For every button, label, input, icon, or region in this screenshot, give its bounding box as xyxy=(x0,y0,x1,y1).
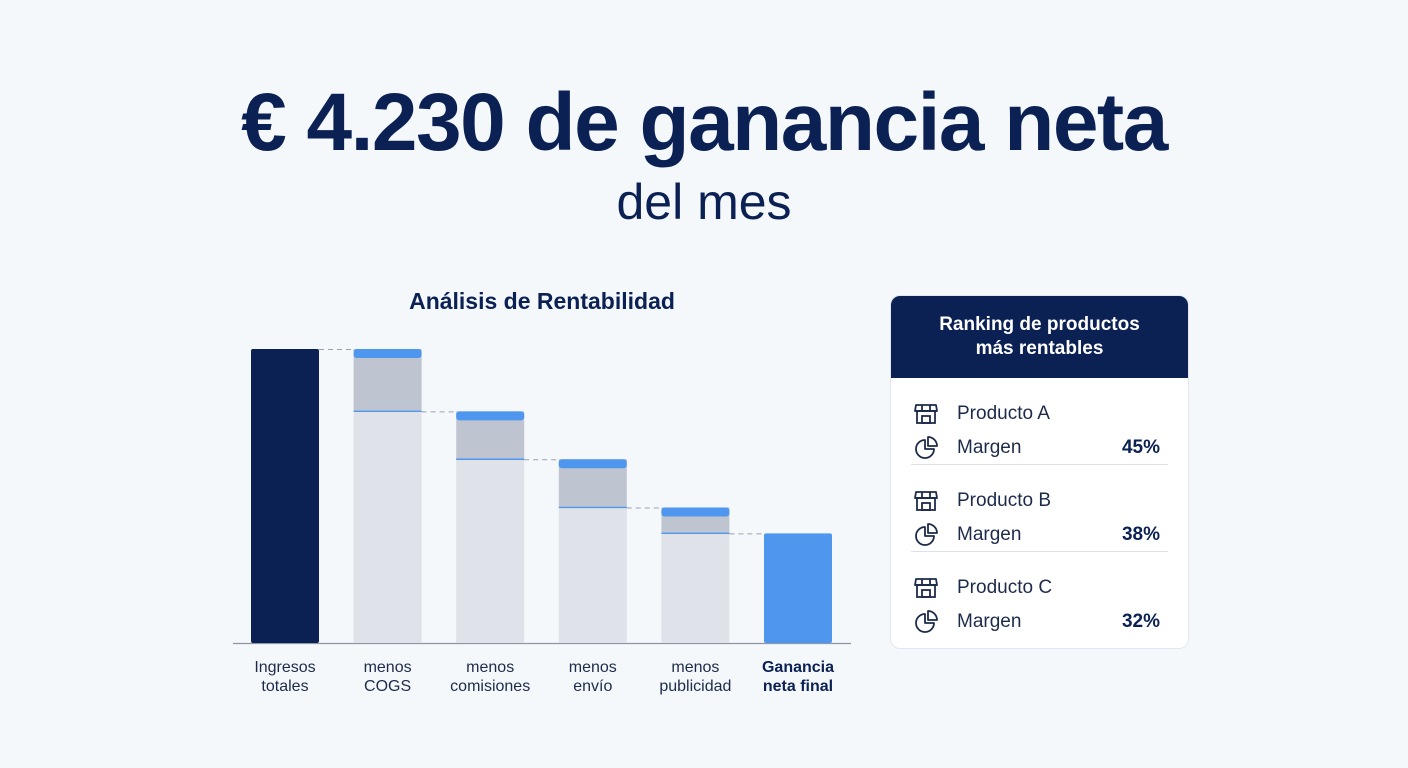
margin-label: Margen xyxy=(957,611,1022,632)
x-tick-label: menos publicidad xyxy=(640,658,750,696)
margin-label: Margen xyxy=(957,524,1022,545)
bar-result xyxy=(764,533,832,643)
x-tick-label-line: totales xyxy=(261,678,309,695)
ranking-header: Ranking de productos más rentables xyxy=(891,296,1188,378)
product-row: Producto A xyxy=(911,397,1168,431)
bar-decrease xyxy=(353,349,422,412)
bar-cap xyxy=(661,507,730,517)
x-tick-label-line: publicidad xyxy=(659,678,732,695)
x-tick-label-line: menos xyxy=(671,659,720,676)
x-tick-label-line: Ingresos xyxy=(254,659,316,676)
margin-row: Margen 38% xyxy=(911,518,1168,552)
margin-value: 38% xyxy=(1121,524,1160,545)
x-tick-label: Ganancia neta final xyxy=(743,658,853,696)
ranking-item: Producto C Margen 32% xyxy=(911,552,1168,639)
margin-row: Margen 32% xyxy=(911,605,1168,639)
store-icon xyxy=(914,491,938,511)
x-tick-label-line: COGS xyxy=(364,678,412,695)
x-tick-label-line: menos xyxy=(466,659,515,676)
x-tick-label-line: Ganancia xyxy=(761,659,835,676)
x-tick-label-line: neta final xyxy=(762,678,834,695)
x-tick-label: Ingresos totales xyxy=(230,658,340,696)
ranking-title-line2: más rentables xyxy=(975,338,1104,359)
margin-label: Margen xyxy=(957,437,1022,458)
product-name: Producto B xyxy=(957,490,1051,511)
x-tick-label: menos COGS xyxy=(333,658,443,696)
x-tick-label-line: menos xyxy=(568,659,617,676)
store-icon xyxy=(914,404,938,424)
x-tick-label: menos envío xyxy=(538,658,648,696)
bar-remaining xyxy=(661,533,730,643)
ranking-item: Producto B Margen 38% xyxy=(911,465,1168,552)
margin-row: Margen 45% xyxy=(911,431,1168,465)
bar-cap xyxy=(353,349,422,358)
bar-total xyxy=(251,349,319,643)
x-tick-label-line: comisiones xyxy=(450,678,531,695)
store-icon xyxy=(914,578,938,598)
x-tick-label-line: menos xyxy=(363,659,412,676)
bar-cap xyxy=(456,411,525,421)
pie-chart-icon xyxy=(915,436,938,459)
ranking-item: Producto A Margen 45% xyxy=(911,378,1168,465)
x-tick-label: menos comisiones xyxy=(435,658,545,696)
bar-remaining xyxy=(353,411,422,643)
pie-chart-icon xyxy=(915,610,938,633)
margin-value: 32% xyxy=(1121,611,1160,632)
ranking-title-line1: Ranking de productos xyxy=(939,314,1140,335)
subline: del mes xyxy=(616,174,792,230)
x-tick-label-line: envío xyxy=(573,678,613,695)
product-name: Producto C xyxy=(957,577,1053,598)
bar-cap xyxy=(558,459,627,469)
ranking-panel: Ranking de productos más rentables Produ… xyxy=(890,295,1189,649)
product-row: Producto B xyxy=(911,484,1168,518)
bar-remaining xyxy=(456,459,525,643)
chart-title: Análisis de Rentabilidad xyxy=(409,288,675,314)
headline: € 4.230 de ganancia neta xyxy=(241,77,1168,168)
pie-chart-icon xyxy=(915,523,938,546)
product-name: Producto A xyxy=(957,403,1050,424)
bar-remaining xyxy=(558,507,627,643)
margin-value: 45% xyxy=(1121,437,1160,458)
product-row: Producto C xyxy=(911,571,1168,605)
